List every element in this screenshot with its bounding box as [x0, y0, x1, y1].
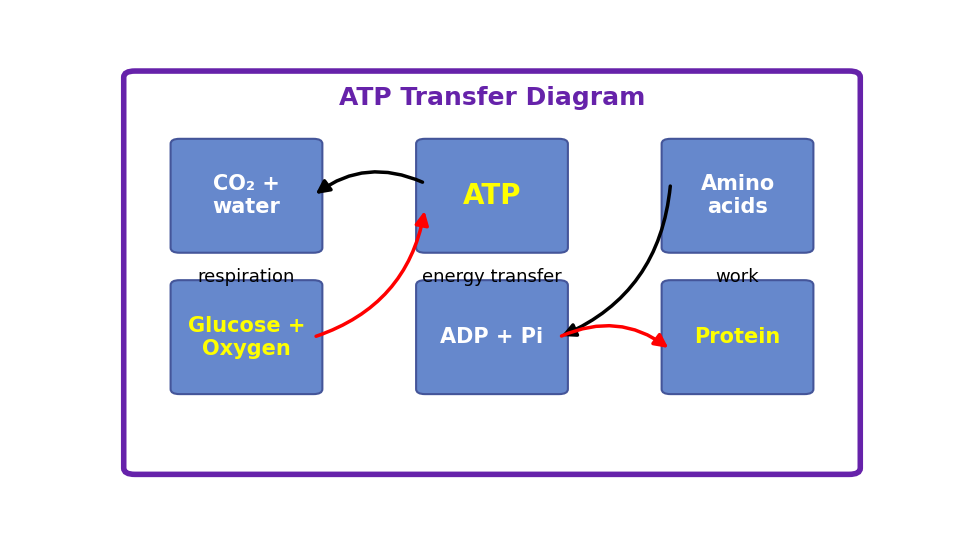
Text: Protein: Protein: [694, 327, 780, 347]
FancyArrowPatch shape: [562, 326, 665, 346]
Text: Glucose +
Oxygen: Glucose + Oxygen: [188, 315, 305, 359]
FancyArrowPatch shape: [316, 215, 427, 336]
FancyBboxPatch shape: [416, 139, 568, 253]
FancyBboxPatch shape: [171, 280, 323, 394]
FancyBboxPatch shape: [124, 71, 860, 474]
Text: ATP: ATP: [463, 182, 521, 210]
FancyArrowPatch shape: [565, 186, 670, 335]
FancyBboxPatch shape: [661, 280, 813, 394]
FancyBboxPatch shape: [661, 139, 813, 253]
FancyArrowPatch shape: [319, 172, 422, 192]
Text: ATP Transfer Diagram: ATP Transfer Diagram: [339, 86, 645, 110]
Text: ADP + Pi: ADP + Pi: [441, 327, 543, 347]
Text: work: work: [716, 268, 759, 286]
Text: respiration: respiration: [198, 268, 295, 286]
Text: Amino
acids: Amino acids: [701, 174, 775, 218]
Text: energy transfer: energy transfer: [422, 268, 562, 286]
FancyBboxPatch shape: [416, 280, 568, 394]
Text: CO₂ +
water: CO₂ + water: [212, 174, 280, 218]
FancyBboxPatch shape: [171, 139, 323, 253]
